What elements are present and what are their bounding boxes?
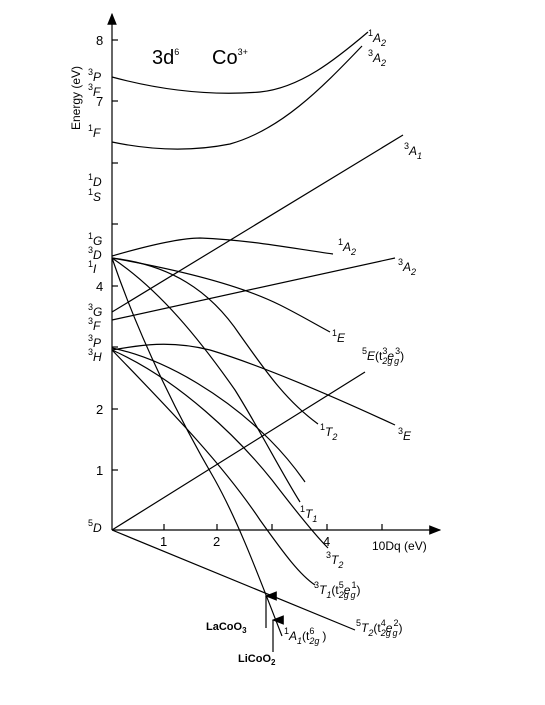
curve-to-1T1 (111, 257, 301, 503)
curve-to-3T1 (111, 349, 316, 586)
term-1F: 1F (88, 123, 101, 140)
label-5T2: 5T2(t2g4eg2) (356, 618, 402, 638)
licoo2-label: LiCoO2 (238, 653, 276, 667)
curve-3F-to-3A2 (111, 257, 396, 321)
curve-3G-to-3A1 (111, 134, 404, 313)
curve-to-1E (111, 257, 331, 333)
label-1T1: 1T1 (300, 504, 317, 524)
label-1A2-mid: 1A2 (338, 237, 356, 257)
label-3A2-top: 3A2 (368, 48, 386, 68)
curve-to-3E (111, 343, 396, 426)
curve-to-1A1 (111, 257, 283, 637)
term-1I: 1I (88, 259, 97, 276)
x-tick-2: 2 (213, 534, 220, 549)
label-1T2: 1T2 (320, 422, 337, 442)
y-tick-4: 4 (96, 279, 103, 294)
y-tick-2: 2 (96, 402, 103, 417)
term-1G: 1G (88, 231, 102, 248)
term-1D: 1D (88, 172, 102, 189)
lacoo3-label: LaCoO3 (206, 621, 247, 635)
term-3F-top: 3F (88, 82, 101, 99)
label-1E: 1E (332, 328, 346, 345)
material-markers: LaCoO3 LiCoO2 (206, 591, 284, 667)
y-axis-title: Energy (eV) (69, 66, 83, 130)
curve-to-3T2 (111, 349, 329, 549)
x-axis-title: 10Dq (eV) (372, 539, 427, 553)
energy-curves (111, 31, 404, 637)
curve-5D-to-5T2 (111, 529, 356, 631)
term-1S: 1S (88, 187, 101, 204)
term-3P-top: 3P (88, 67, 101, 84)
curve-labels: 1A2 3A2 3A1 1A2 3A2 1E 5E(t2g3eg3) 1T2 3… (284, 28, 422, 646)
y-tick-1: 1 (96, 463, 103, 478)
term-3G: 3G (88, 302, 102, 319)
label-3T2: 3T2 (326, 550, 343, 570)
label-3A2-mid: 3A2 (398, 257, 416, 277)
x-tick-1: 1 (160, 534, 167, 549)
label-5E: 5E(t2g3eg3) (362, 346, 404, 366)
term-3D: 3D (88, 245, 102, 262)
x-tick-4: 4 (323, 534, 330, 549)
y-ticks (112, 39, 118, 471)
term-3P-low: 3P (88, 333, 101, 350)
y-tick-8: 8 (96, 33, 103, 48)
label-1A2-top: 1A2 (368, 28, 386, 48)
term-3F-low: 3F (88, 316, 101, 333)
free-ion-terms: 3P 3F 1F 1D 1S 1G 3D 1I 3G 3F 3P 3H 5D (88, 67, 102, 535)
title-ion: Co3+ (212, 47, 248, 69)
curve-3P-to-A2 (111, 31, 369, 94)
title-config: 3d6 (152, 47, 179, 69)
term-3H: 3H (88, 347, 102, 364)
x-ticks (163, 524, 383, 530)
term-5D: 5D (88, 518, 102, 535)
label-3E: 3E (398, 426, 412, 443)
label-3A1: 3A1 (404, 141, 422, 161)
curve-5D-to-5E (111, 371, 366, 531)
curve-3P-to-lower (111, 347, 306, 483)
y-tick-7: 7 (96, 94, 103, 109)
label-3T1: 3T1(t2g5eg1) (314, 580, 360, 600)
curve-1G-to-1A2 (111, 237, 334, 257)
curve-to-1T2 (111, 257, 319, 425)
label-1A1: 1A1(t2g6) (284, 626, 326, 646)
curve-1F-to-A2 (111, 45, 363, 150)
